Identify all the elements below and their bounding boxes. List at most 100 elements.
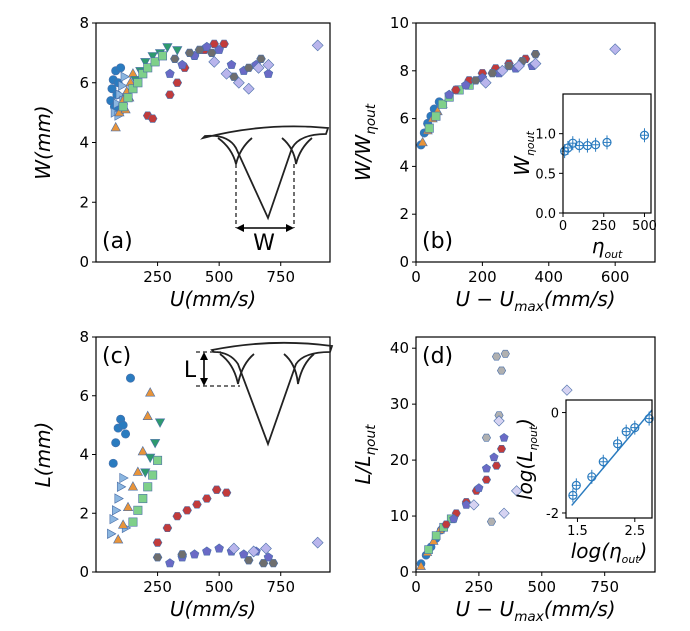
x-axis-label-sub: max [514, 609, 545, 625]
y-axis-label: L/Lηout [351, 424, 379, 485]
x-tick-label: 0 [559, 219, 567, 234]
data-point [487, 69, 498, 78]
x-axis-label: U(mm/s) [170, 597, 256, 621]
y-tick-label: 20 [390, 451, 409, 469]
data-point [479, 76, 492, 89]
data-point [202, 494, 212, 503]
data-point [165, 90, 175, 99]
data-point [127, 68, 139, 78]
y-tick-label: 2 [79, 504, 89, 522]
inset-background [566, 400, 652, 518]
y-tick-label: 4 [399, 157, 409, 175]
data-point [260, 542, 272, 555]
data-point [172, 46, 183, 56]
data-point [256, 54, 266, 63]
data-point [489, 452, 499, 462]
data-point [474, 483, 484, 492]
data-point [165, 68, 175, 78]
data-point [162, 43, 173, 53]
data-point [221, 488, 232, 497]
y-axis-label-main: log(L [513, 451, 537, 500]
width-annotation: W [253, 231, 275, 256]
data-point [511, 485, 523, 497]
data-point [449, 514, 459, 523]
y-tick-label: 4 [79, 134, 89, 152]
data-point [500, 349, 510, 358]
plot-frame [415, 336, 656, 573]
y-tick-label: 0 [79, 563, 89, 581]
x-axis-label-main: U − U [455, 287, 514, 311]
data-point [424, 545, 433, 554]
data-point [153, 455, 163, 465]
data-point [220, 67, 233, 80]
x-tick-label: 2.5 [624, 524, 645, 539]
data-point [486, 517, 497, 526]
plot-frame [565, 399, 653, 519]
data-point [107, 84, 117, 94]
y-axis-label-sub: ηout [363, 103, 379, 135]
data-point [143, 482, 153, 492]
x-tick-label: 600 [601, 268, 630, 286]
data-point [470, 76, 481, 85]
data-point [461, 80, 471, 90]
y-tick-label: 0 [79, 253, 89, 271]
data-point [444, 89, 454, 99]
data-point [243, 63, 254, 72]
data-point [644, 413, 654, 424]
data-point [258, 559, 269, 568]
data-point [268, 559, 279, 568]
y-axis-label: W(mm) [31, 105, 55, 179]
x-tick-label: 750 [266, 578, 295, 596]
plot-frame [562, 93, 652, 214]
data-point [202, 546, 212, 556]
y-tick-label: 1.0 [535, 128, 556, 143]
data-point [202, 41, 212, 51]
data-point [461, 500, 471, 509]
x-tick-label: 1.5 [567, 524, 588, 539]
data-point [112, 505, 122, 516]
data-point [140, 58, 151, 68]
data-point [561, 384, 573, 396]
data-point [252, 61, 265, 74]
data-point [189, 549, 200, 559]
data-point [451, 85, 461, 95]
x-axis-label-suffix: (mm/s) [544, 597, 616, 621]
width-arrowhead-right [286, 224, 294, 232]
data-point [118, 102, 128, 112]
data-point [481, 463, 491, 473]
y-tick-label: 0 [399, 563, 409, 581]
data-point [491, 461, 502, 470]
panel-c: 250 500 750 0 2 4 6 8 U(mm/s) L(mm) (c) L [31, 328, 334, 621]
data-point [121, 429, 131, 439]
data-point [311, 536, 324, 549]
data-point [498, 507, 510, 519]
x-tick-label: 500 [527, 578, 556, 596]
y-axis-label-main: L/L [351, 455, 375, 484]
data-point [162, 523, 173, 533]
x-axis-label-sub: out [622, 553, 641, 566]
drop-sketch-left-lobe [217, 137, 253, 165]
x-axis-label-main: U(mm/s) [170, 287, 256, 311]
data-point [133, 505, 143, 515]
x-tick-label: 250 [465, 578, 494, 596]
data-point [239, 549, 249, 559]
data-point [438, 99, 448, 109]
panel-label: (b) [422, 229, 453, 254]
data-point [154, 418, 166, 428]
data-point [138, 69, 148, 79]
data-point [145, 387, 156, 397]
data-point [496, 64, 509, 77]
y-axis-label-suffix: ) [513, 418, 537, 428]
data-point [150, 57, 160, 67]
data-point [107, 528, 117, 539]
y-axis-label-main: L(mm) [31, 422, 55, 488]
y-tick-label: 0.5 [535, 167, 556, 182]
y-tick-label: 2 [79, 193, 89, 211]
data-point [481, 433, 491, 442]
data-point [428, 535, 439, 545]
data-point [568, 490, 578, 501]
drop-sketch [200, 125, 330, 221]
